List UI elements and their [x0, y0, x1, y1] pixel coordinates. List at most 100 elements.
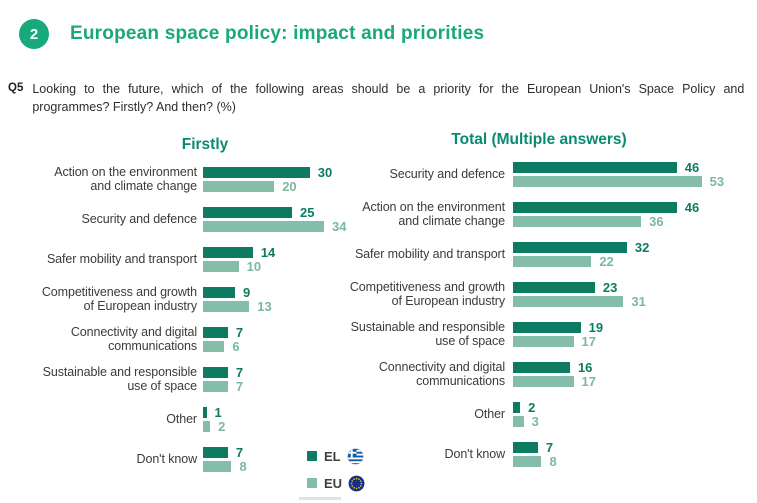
eu-color-swatch	[307, 478, 317, 488]
category-label: Sustainable and responsible use of space	[350, 320, 505, 348]
chart-row: Don't know 7 8	[337, 434, 724, 474]
bar-eu	[513, 175, 702, 187]
chart-total: Security and defence 46 53 Action on the en…	[337, 154, 724, 474]
value-label-el: 19	[588, 319, 604, 335]
bar-el	[513, 161, 677, 173]
bar-line-el: 2	[513, 401, 539, 414]
bar-el	[513, 401, 521, 413]
bar-el	[203, 446, 228, 458]
chart-row: Safer mobility and transport 32 22	[337, 234, 724, 274]
bar-line-eu: 36	[513, 213, 699, 229]
value-label-el: 46	[684, 159, 700, 175]
value-label-el: 23	[602, 279, 618, 295]
chart-row: Competitiveness and growth of European i…	[6, 279, 347, 319]
value-label-eu: 6	[232, 338, 240, 354]
value-label-eu: 3	[531, 413, 539, 429]
category-label: Connectivity and digital communications	[378, 360, 505, 388]
category-label: Other	[474, 407, 505, 421]
bar-el	[203, 166, 310, 178]
category-label: Don't know	[444, 447, 506, 461]
bar-line-eu: 17	[513, 333, 603, 349]
bar-el	[513, 361, 570, 373]
legend: EL EU	[307, 447, 365, 501]
bar-line-eu: 13	[203, 298, 272, 314]
legend-label-eu: EU	[324, 475, 343, 491]
bar-el	[203, 366, 228, 378]
bar-line-el: 46	[513, 201, 699, 214]
value-label-eu: 34	[332, 218, 347, 234]
bar-el	[203, 406, 207, 418]
bar-line-eu: 34	[203, 218, 347, 234]
bar-line-eu: 7	[203, 378, 244, 394]
bar-eu	[203, 300, 250, 312]
category-label: Don't know	[136, 452, 198, 466]
bar-eu	[203, 380, 228, 392]
category-label: Security and defence	[389, 167, 506, 181]
chart-row: Don't know 7 8	[6, 439, 347, 479]
category-label: Connectivity and digital communications	[70, 325, 197, 353]
category-label: Safer mobility and transport	[354, 247, 505, 261]
chart-row: Connectivity and digital communications 7…	[6, 319, 347, 359]
bar-line-eu: 10	[203, 258, 275, 274]
bar-line-el: 16	[513, 361, 596, 374]
chart-title-total: Total (Multiple answers)	[451, 131, 627, 148]
value-label-eu: 31	[631, 293, 646, 309]
bar-group: 19 17	[513, 319, 604, 349]
value-label-el: 32	[634, 239, 650, 255]
greece-flag-icon	[346, 447, 364, 465]
value-label-eu: 2	[218, 418, 226, 434]
question-block: Q5 Looking to the future, which of the f…	[8, 80, 748, 116]
value-label-eu: 53	[709, 173, 725, 189]
category-label: Other	[166, 412, 197, 426]
bar-eu	[513, 455, 542, 467]
category-label: Competitiveness and growth of European i…	[41, 285, 197, 313]
bar-el	[203, 326, 228, 338]
value-label-el: 1	[214, 404, 222, 420]
bar-line-eu: 22	[513, 253, 649, 269]
bar-el	[513, 201, 677, 213]
question-text: Looking to the future, which of the foll…	[32, 80, 744, 116]
bar-line-eu: 20	[203, 178, 332, 194]
bar-eu	[513, 255, 592, 267]
chart-row: Action on the environment and climate ch…	[337, 194, 724, 234]
el-color-swatch	[307, 451, 317, 461]
bar-eu	[203, 340, 225, 352]
chart-row: Security and defence 25 34	[6, 199, 347, 239]
category-label: Competitiveness and growth of European i…	[349, 280, 505, 308]
chart-row: Sustainable and responsible use of space…	[337, 314, 724, 354]
cropped-footer-mark	[299, 497, 341, 500]
chart-title-firstly: Firstly	[181, 136, 229, 153]
bar-group: 46 36	[513, 201, 699, 229]
bar-line-eu: 31	[513, 293, 646, 309]
value-label-el: 7	[545, 439, 554, 455]
bar-line-el: 32	[513, 239, 650, 255]
bar-eu	[513, 335, 574, 347]
chart-row: Other 1 2	[6, 399, 347, 439]
bar-el	[203, 246, 253, 258]
bar-eu	[513, 415, 524, 427]
bar-line-el: 9	[203, 284, 272, 300]
bar-line-el: 23	[513, 279, 646, 295]
bar-group: 32 22	[513, 239, 650, 269]
bar-el	[203, 286, 236, 298]
bar-line-eu: 8	[203, 460, 247, 473]
value-label-eu: 20	[282, 178, 297, 194]
value-label-eu: 22	[599, 253, 614, 269]
bar-line-eu: 2	[203, 418, 226, 434]
bar-line-eu: 6	[203, 338, 243, 354]
value-label-eu: 13	[257, 298, 272, 314]
bar-line-el: 46	[513, 159, 724, 175]
bar-eu	[513, 215, 642, 227]
bar-group: 9 13	[203, 284, 272, 314]
value-label-el: 9	[243, 284, 251, 300]
value-label-eu: 36	[649, 213, 664, 229]
value-label-eu: 17	[581, 333, 596, 349]
value-label-eu: 10	[246, 258, 262, 274]
bar-eu	[203, 460, 232, 472]
value-label-eu: 7	[235, 378, 244, 394]
